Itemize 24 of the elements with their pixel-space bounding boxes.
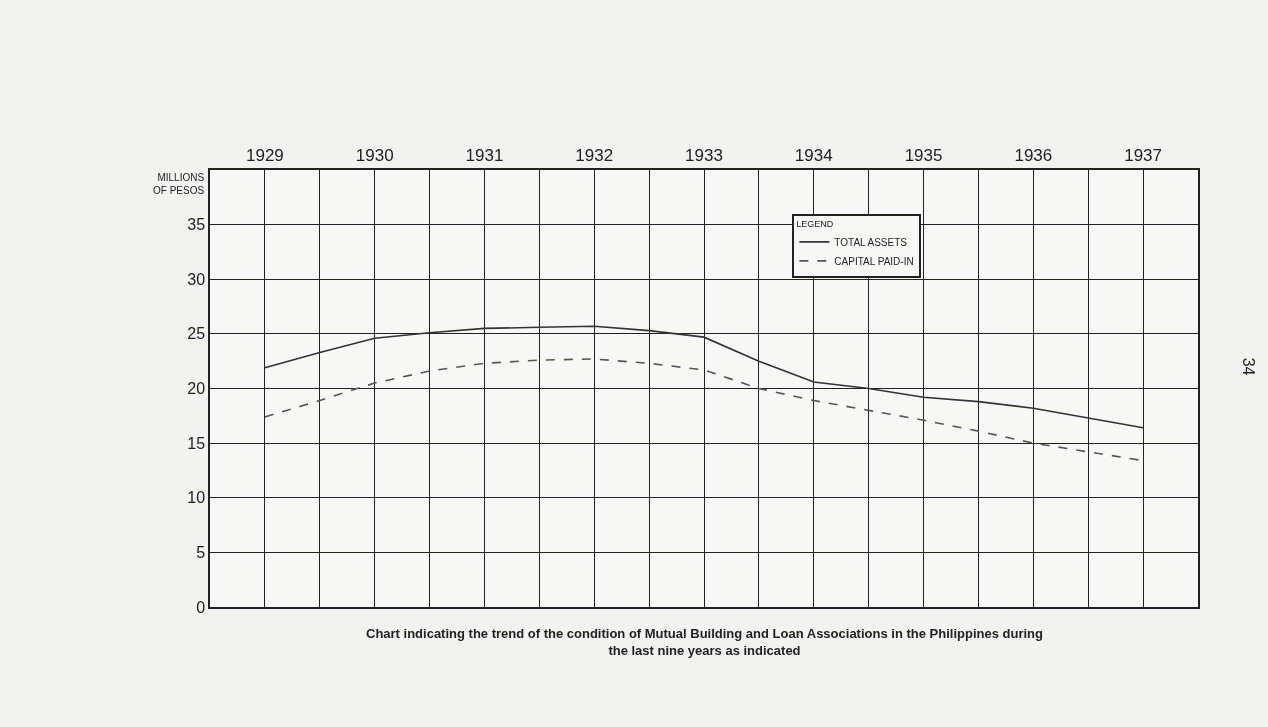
text: 34	[1239, 357, 1257, 376]
x-tick-label: 1930	[355, 146, 394, 166]
y-tick-label: 20	[187, 380, 206, 398]
text: Chart indicating the trend of the condition of Mutual Building and Loan Associations in the Philippines during the last nine years as indicated	[366, 626, 1043, 658]
y-tick-label: 15	[187, 434, 206, 452]
x-tick-label: 1933	[685, 146, 723, 166]
x-tick-label: 1935	[904, 146, 943, 166]
x-tick-label: 1932	[575, 146, 614, 166]
y-tick-label: 5	[196, 543, 206, 561]
legend-label: TOTAL ASSETS	[834, 236, 908, 248]
y-tick-label: 35	[187, 216, 206, 234]
y-tick-label: 10	[187, 489, 206, 507]
x-tick-label: 1936	[1014, 146, 1053, 166]
y-axis-title: MILLIONS OF PESOS	[153, 172, 205, 196]
legend-title: LEGEND	[796, 219, 834, 230]
y-tick-label: 0	[196, 598, 206, 616]
x-tick-label: 1931	[465, 146, 504, 166]
y-tick-label: 25	[187, 325, 206, 343]
line-series	[264, 325, 1144, 429]
x-tick-label: 1929	[245, 146, 284, 166]
x-tick-label: 1934	[794, 146, 833, 166]
legend-label: CAPITAL PAID-IN	[834, 255, 914, 267]
x-tick-label: 1937	[1124, 146, 1163, 166]
y-tick-label: 30	[187, 270, 206, 288]
